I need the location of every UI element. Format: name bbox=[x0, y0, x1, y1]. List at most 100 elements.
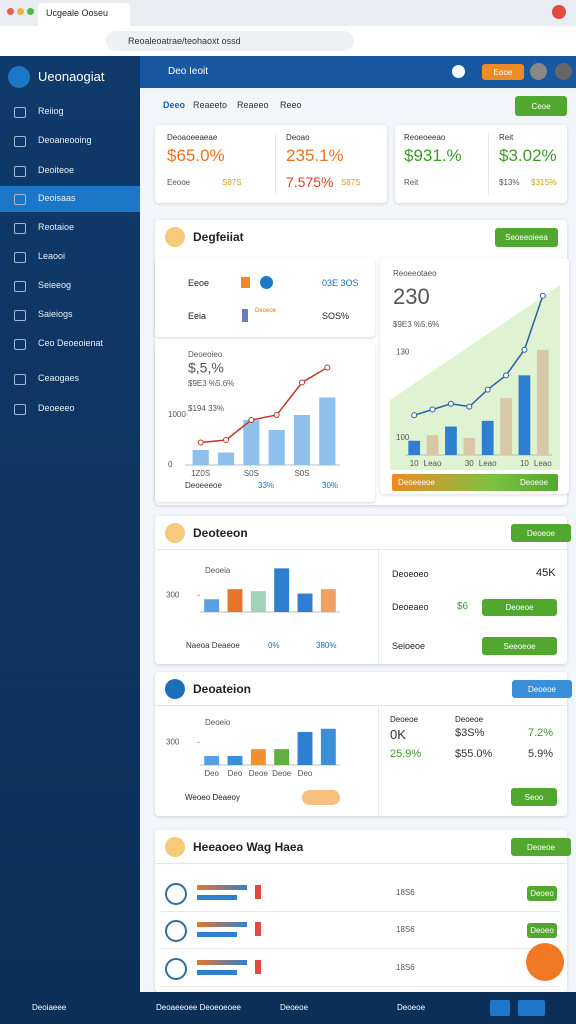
icon bbox=[260, 276, 273, 289]
row-button[interactable]: Deoeo bbox=[527, 923, 557, 938]
tab-link[interactable]: Reaeeto bbox=[193, 100, 228, 110]
row-value: 03E 3OS bbox=[322, 278, 359, 288]
kpi-label: Reit bbox=[499, 133, 514, 142]
kpi-value: $65.0% bbox=[167, 146, 225, 165]
bottom-item[interactable]: Deoaeeoee Deoeoeoee bbox=[156, 1003, 241, 1012]
menu-icon bbox=[14, 136, 26, 147]
row-button[interactable]: Deoeoe bbox=[482, 599, 557, 616]
bottom-bar bbox=[0, 992, 576, 1024]
active-item bbox=[0, 186, 140, 212]
icon bbox=[165, 837, 185, 857]
icon bbox=[165, 227, 185, 247]
row-label: Eeia bbox=[188, 311, 207, 321]
row-button[interactable]: Seeoeoe bbox=[482, 637, 557, 655]
brand: Ueonaogiat bbox=[38, 69, 105, 84]
divider bbox=[488, 133, 489, 195]
menu-item[interactable]: Deoaneooing bbox=[38, 135, 92, 145]
mini-bar bbox=[197, 960, 247, 965]
row-value: $6 bbox=[457, 601, 469, 612]
row-tag: Deoeoe bbox=[255, 308, 277, 314]
menu-item[interactable]: Reiiog bbox=[38, 106, 64, 116]
icon bbox=[27, 8, 34, 15]
tabs-button[interactable]: Ceoe bbox=[515, 96, 567, 116]
menu-item[interactable]: Deoeeeo bbox=[38, 403, 75, 413]
menu-item[interactable]: Reotaioe bbox=[38, 222, 75, 232]
bottom-button[interactable] bbox=[490, 1000, 510, 1016]
tab-link[interactable]: Reaeeo bbox=[237, 100, 269, 110]
divider bbox=[275, 133, 276, 195]
icon bbox=[530, 63, 547, 80]
bottom-item[interactable]: Deoeoe bbox=[397, 1003, 426, 1012]
bottom-button[interactable] bbox=[518, 1000, 545, 1016]
swatch bbox=[241, 277, 250, 288]
icon bbox=[165, 679, 185, 699]
section-button[interactable]: Deoeoe bbox=[511, 838, 571, 856]
row-label: Deoeaeo bbox=[392, 602, 429, 612]
row-divider bbox=[160, 986, 560, 987]
section-divider bbox=[378, 706, 379, 816]
row-icon bbox=[165, 958, 187, 980]
menu-item[interactable]: Ceaogaes bbox=[38, 373, 80, 383]
table-header: Deoeoe bbox=[455, 715, 484, 724]
swatch bbox=[242, 309, 248, 322]
mini-bar bbox=[255, 885, 261, 899]
table-header: Deoeoe bbox=[390, 715, 419, 724]
fab[interactable] bbox=[526, 943, 564, 981]
menu-item[interactable]: Deoisaas bbox=[38, 193, 76, 203]
table-cell: $55.0% bbox=[455, 748, 493, 760]
row-value: 18S6 bbox=[396, 925, 415, 934]
gradient-bar bbox=[392, 474, 558, 491]
url: Reoaleoatrae/teohaoxt ossd bbox=[128, 36, 241, 46]
menu-item[interactable]: Saieiogs bbox=[38, 309, 73, 319]
section-button[interactable]: Seoeeoieea bbox=[495, 228, 558, 247]
menu-item[interactable]: Ceo Deoeoienat bbox=[38, 338, 104, 348]
mini-bar bbox=[197, 922, 247, 927]
footer-text: Deoeeeoe bbox=[185, 481, 222, 490]
row-label: Eeoe bbox=[188, 278, 210, 288]
row-button[interactable]: Deoeo bbox=[527, 886, 557, 901]
row-value: SOS% bbox=[322, 311, 350, 321]
address-bar[interactable] bbox=[106, 31, 354, 51]
kpi-note: S87S bbox=[341, 178, 361, 187]
card bbox=[380, 258, 569, 494]
kpi-label: Reoeoeeao bbox=[404, 133, 446, 142]
bottom-item[interactable]: Deoeoe bbox=[280, 1003, 309, 1012]
mini-bar bbox=[255, 922, 261, 936]
mini-bar bbox=[255, 960, 261, 974]
menu-icon bbox=[14, 374, 26, 385]
icon bbox=[8, 66, 30, 88]
row-icon bbox=[165, 883, 187, 905]
mini-bar bbox=[197, 885, 247, 890]
icon bbox=[555, 63, 572, 80]
tab bbox=[38, 3, 130, 26]
menu-icon bbox=[14, 404, 26, 415]
kpi-label: Deoaoeeaeae bbox=[167, 133, 218, 142]
menu-icon bbox=[14, 339, 26, 350]
kpi-note: $13% bbox=[499, 178, 520, 187]
tab-link[interactable]: Deeo bbox=[163, 100, 186, 110]
section-button[interactable]: Deoeoe bbox=[512, 680, 572, 698]
row-divider bbox=[160, 948, 560, 949]
row-value: 18S6 bbox=[396, 888, 415, 897]
bar-label: Deoeeeoe bbox=[398, 478, 435, 487]
kpi-value: 235.1% bbox=[286, 146, 344, 165]
row-icon bbox=[165, 920, 187, 942]
kpi-value: $931.% bbox=[404, 146, 462, 165]
menu-item[interactable]: Deoiteoe bbox=[38, 165, 75, 175]
bottom-item[interactable]: Deoiaeee bbox=[32, 1003, 67, 1012]
section-button[interactable]: Deoeoe bbox=[511, 524, 571, 542]
menu-icon bbox=[14, 310, 26, 321]
menu-item[interactable]: Seieeog bbox=[38, 280, 72, 290]
top-button[interactable]: Eooe bbox=[482, 64, 524, 80]
kpi-note: 7.575% bbox=[286, 174, 334, 190]
menu-item[interactable]: Leaooi bbox=[38, 251, 66, 261]
row-label: Deoeoeo bbox=[392, 569, 429, 579]
tab-link[interactable]: Reeo bbox=[280, 100, 302, 110]
kpi-value: $3.02% bbox=[499, 146, 557, 165]
row-divider bbox=[160, 911, 560, 912]
section-button[interactable]: Seoo bbox=[511, 788, 557, 806]
menu-icon bbox=[14, 166, 26, 177]
icon bbox=[17, 8, 24, 15]
menu-icon bbox=[14, 281, 26, 292]
